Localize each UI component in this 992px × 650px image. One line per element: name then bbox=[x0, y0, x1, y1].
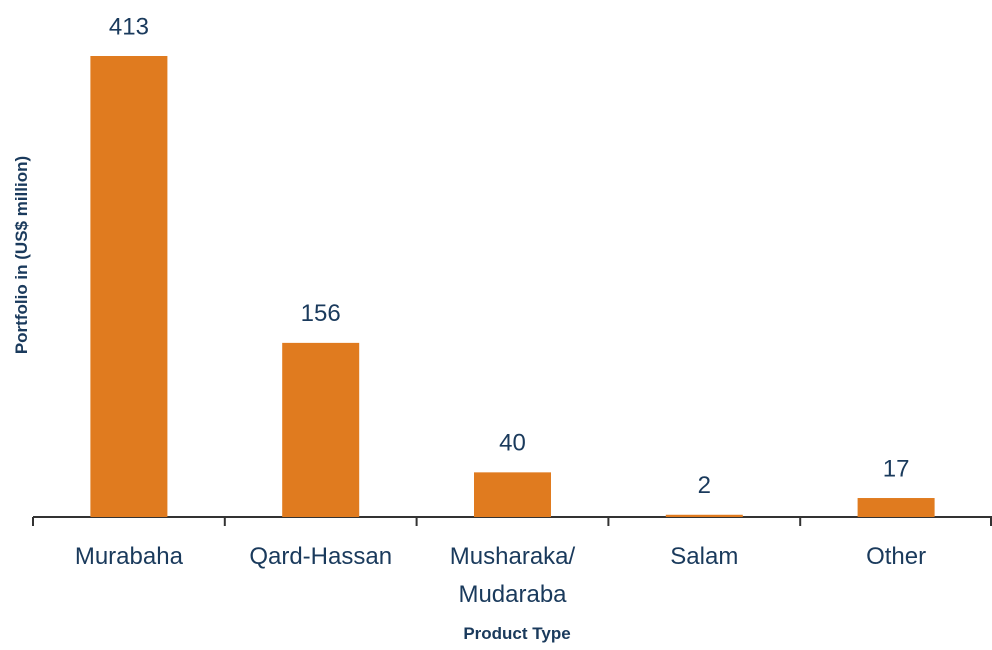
x-tick-label: Murabaha bbox=[74, 543, 183, 570]
bar bbox=[474, 472, 551, 517]
y-axis-title: Portfolio in (US$ million) bbox=[12, 155, 31, 355]
x-tick-label: Other bbox=[866, 543, 927, 570]
x-tick-label: Qard-Hassan bbox=[249, 543, 393, 570]
bar bbox=[665, 514, 743, 517]
bar bbox=[90, 56, 168, 517]
value-label: 413 bbox=[109, 13, 149, 40]
value-label: 17 bbox=[883, 455, 910, 482]
value-label: 156 bbox=[301, 300, 341, 327]
x-axis-title: Product Type bbox=[463, 624, 571, 643]
value-label: 2 bbox=[698, 472, 711, 499]
bar bbox=[282, 342, 360, 517]
bar bbox=[857, 498, 935, 517]
value-label: 40 bbox=[499, 430, 526, 457]
x-tick-label: Musharaka/ Mudaraba bbox=[449, 543, 576, 608]
x-tick-label: Salam bbox=[670, 543, 739, 570]
